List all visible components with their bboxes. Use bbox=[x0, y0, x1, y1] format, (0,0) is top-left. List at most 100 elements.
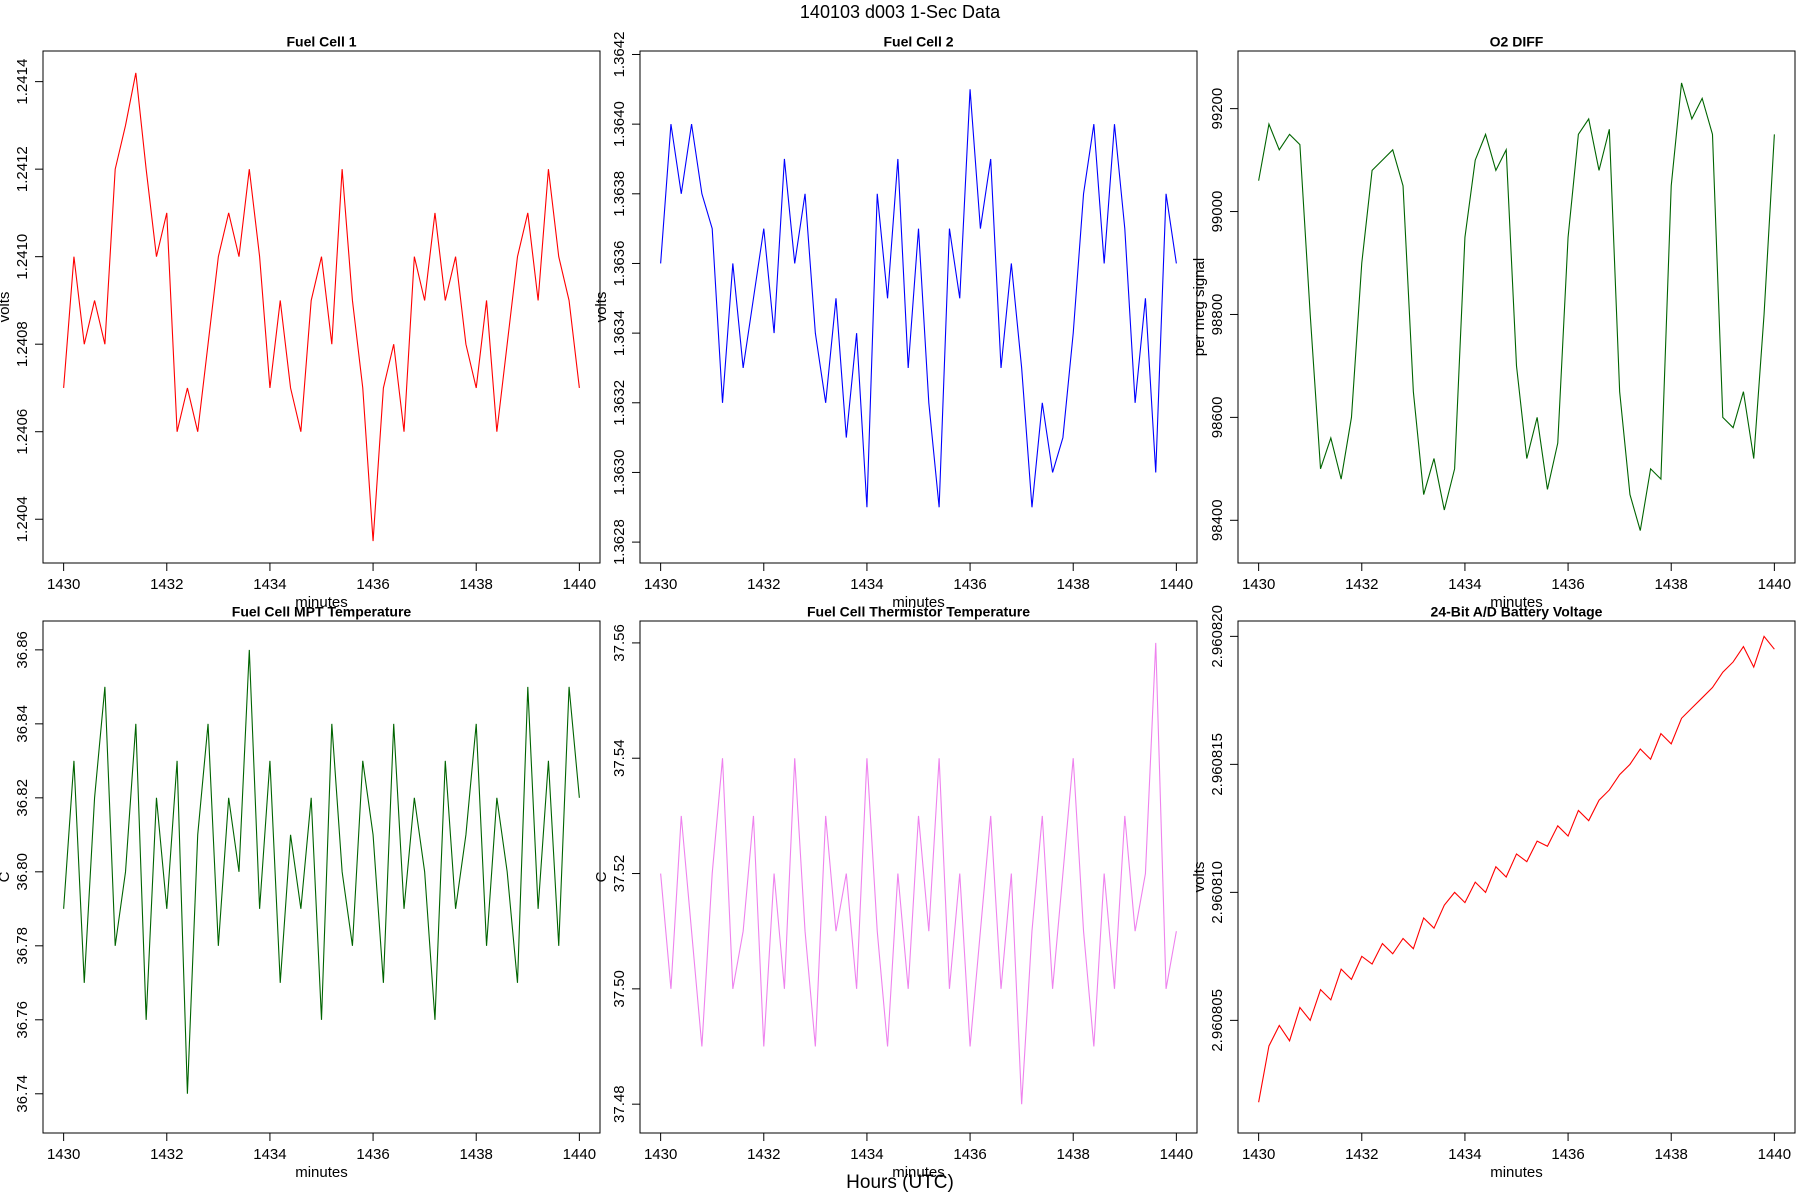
y-tick-label: 1.2408 bbox=[14, 321, 31, 367]
x-tick-label: 1436 bbox=[356, 576, 389, 593]
y-tick-label: 1.2406 bbox=[14, 409, 31, 455]
panel-title: O2 DIFF bbox=[1490, 34, 1544, 50]
panel: Fuel Cell Thermistor Temperature 1430 1432… bbox=[593, 604, 1198, 1181]
x-tick-label: 1430 bbox=[644, 1146, 677, 1163]
y-tick-label: 36.78 bbox=[14, 927, 31, 965]
x-tick-label: 1434 bbox=[253, 576, 286, 593]
data-line bbox=[63, 72, 580, 542]
y-tick-label: 2.960805 bbox=[1209, 989, 1226, 1052]
y-axis-label: volts bbox=[0, 292, 13, 323]
panel-title: 24-Bit A/D Battery Voltage bbox=[1431, 604, 1603, 620]
y-tick-label: 99000 bbox=[1209, 191, 1226, 233]
x-tick-label: 1430 bbox=[644, 576, 677, 593]
x-tick-label: 1438 bbox=[1057, 576, 1090, 593]
y-tick-label: 36.80 bbox=[14, 853, 31, 891]
y-tick-label: 36.82 bbox=[14, 779, 31, 817]
y-axis-label: C bbox=[593, 871, 610, 882]
panel: O2 DIFF 1430 1432 1434 1436 1438 1440 98400 9860… bbox=[1191, 34, 1796, 611]
y-tick-label: 2.960815 bbox=[1209, 733, 1226, 796]
x-tick-label: 1438 bbox=[1655, 1146, 1688, 1163]
y-tick-label: 36.84 bbox=[14, 705, 31, 743]
y-axis-label: C bbox=[0, 871, 13, 882]
x-axis-label: minutes bbox=[295, 594, 348, 611]
panel: 24-Bit A/D Battery Voltage 1430 1432 1434 14… bbox=[1191, 604, 1796, 1181]
x-tick-label: 1436 bbox=[953, 576, 986, 593]
y-tick-label: 98400 bbox=[1209, 499, 1226, 541]
x-tick-label: 1432 bbox=[1345, 1146, 1378, 1163]
y-axis-label: volts bbox=[593, 292, 610, 323]
y-tick-label: 1.3632 bbox=[611, 380, 628, 426]
data-line bbox=[660, 89, 1177, 508]
x-tick-label: 1432 bbox=[747, 576, 780, 593]
x-tick-label: 1432 bbox=[150, 1146, 183, 1163]
y-tick-label: 1.3636 bbox=[611, 241, 628, 287]
x-tick-label: 1440 bbox=[1160, 576, 1193, 593]
x-axis-label: minutes bbox=[1490, 594, 1543, 611]
x-tick-label: 1436 bbox=[953, 1146, 986, 1163]
x-tick-label: 1434 bbox=[850, 1146, 883, 1163]
data-line bbox=[1258, 635, 1775, 1103]
y-tick-label: 1.3634 bbox=[611, 310, 628, 356]
data-line bbox=[660, 642, 1177, 1105]
y-tick-label: 36.86 bbox=[14, 631, 31, 669]
y-tick-label: 98800 bbox=[1209, 294, 1226, 336]
panel-title: Fuel Cell 1 bbox=[286, 34, 356, 50]
y-tick-label: 36.76 bbox=[14, 1001, 31, 1039]
x-tick-label: 1430 bbox=[47, 576, 80, 593]
panel-title: Fuel Cell Thermistor Temperature bbox=[807, 604, 1030, 620]
plot-frame bbox=[639, 50, 1198, 564]
x-tick-label: 1440 bbox=[563, 576, 596, 593]
y-tick-label: 2.960810 bbox=[1209, 861, 1226, 924]
plot-frame bbox=[42, 620, 601, 1134]
y-tick-label: 1.2410 bbox=[14, 234, 31, 280]
y-tick-label: 2.960820 bbox=[1209, 605, 1226, 668]
x-tick-label: 1438 bbox=[460, 576, 493, 593]
plot-frame bbox=[1237, 620, 1796, 1134]
x-tick-label: 1438 bbox=[1655, 576, 1688, 593]
x-tick-label: 1430 bbox=[1242, 576, 1275, 593]
x-axis-label: minutes bbox=[892, 594, 945, 611]
plot-frame bbox=[1237, 50, 1796, 564]
y-tick-label: 1.3642 bbox=[611, 32, 628, 78]
x-tick-label: 1440 bbox=[1758, 576, 1791, 593]
y-tick-label: 1.3638 bbox=[611, 171, 628, 217]
x-tick-label: 1434 bbox=[1448, 1146, 1481, 1163]
x-tick-label: 1440 bbox=[1758, 1146, 1791, 1163]
plot-frame bbox=[639, 620, 1198, 1134]
data-line bbox=[1258, 82, 1775, 531]
x-tick-label: 1434 bbox=[1448, 576, 1481, 593]
x-tick-label: 1434 bbox=[850, 576, 883, 593]
x-tick-label: 1430 bbox=[1242, 1146, 1275, 1163]
y-tick-label: 37.54 bbox=[611, 739, 628, 777]
y-axis-label: volts bbox=[1191, 862, 1208, 893]
x-tick-label: 1438 bbox=[1057, 1146, 1090, 1163]
y-tick-label: 99200 bbox=[1209, 88, 1226, 130]
y-tick-label: 37.52 bbox=[611, 855, 628, 893]
x-tick-label: 1438 bbox=[460, 1146, 493, 1163]
x-axis-label: minutes bbox=[295, 1164, 348, 1181]
y-axis-label: per meg signal bbox=[1191, 258, 1208, 356]
x-tick-label: 1440 bbox=[1160, 1146, 1193, 1163]
x-tick-label: 1436 bbox=[1551, 576, 1584, 593]
panel-title: Fuel Cell MPT Temperature bbox=[232, 604, 412, 620]
y-tick-label: 37.50 bbox=[611, 970, 628, 1008]
panel: Fuel Cell 2 1430 1432 1434 1436 1438 1440 1.362… bbox=[593, 32, 1198, 611]
x-tick-label: 1432 bbox=[747, 1146, 780, 1163]
figure-title: 140103 d003 1-Sec Data bbox=[800, 2, 1001, 22]
panel: Fuel Cell 1 1430 1432 1434 1436 1438 1440 1.240… bbox=[0, 34, 601, 611]
x-tick-label: 1434 bbox=[253, 1146, 286, 1163]
y-tick-label: 36.74 bbox=[14, 1075, 31, 1113]
plot-frame bbox=[42, 50, 601, 564]
y-tick-label: 98600 bbox=[1209, 397, 1226, 439]
y-tick-label: 37.48 bbox=[611, 1085, 628, 1123]
panel-title: Fuel Cell 2 bbox=[883, 34, 953, 50]
x-axis-label: minutes bbox=[1490, 1164, 1543, 1181]
y-tick-label: 1.2404 bbox=[14, 496, 31, 542]
panel: Fuel Cell MPT Temperature 1430 1432 1434 143… bbox=[0, 604, 601, 1181]
y-tick-label: 1.2414 bbox=[14, 59, 31, 105]
x-tick-label: 1440 bbox=[563, 1146, 596, 1163]
x-tick-label: 1436 bbox=[356, 1146, 389, 1163]
y-tick-label: 37.56 bbox=[611, 624, 628, 662]
x-tick-label: 1430 bbox=[47, 1146, 80, 1163]
x-tick-label: 1432 bbox=[150, 576, 183, 593]
